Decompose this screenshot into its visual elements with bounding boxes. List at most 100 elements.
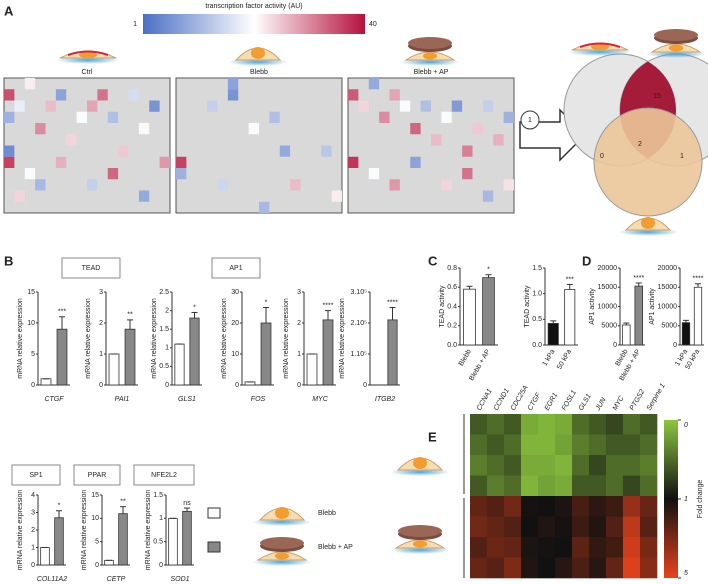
heatmap-cell [24,168,36,180]
heatmap-cell [555,557,573,579]
y-tick-label: 20000 [658,265,678,272]
heatmap-cell [482,190,494,202]
heatmap-cell [538,557,556,579]
category-label: 50 kPa [556,348,573,370]
y-tick-label: 10 [91,515,99,522]
heatmap-cell [504,516,522,538]
heatmap-cell [623,557,641,579]
y-axis-label: mRNA relative expression [81,490,88,571]
cell-ctrl [55,50,121,65]
gene-label: COL11A2 [37,576,67,583]
venn-count: 1 [680,153,684,160]
heatmap-cell [368,168,380,180]
heatmap-cell [521,475,539,497]
colorbar-tick-label: 5 [684,570,688,577]
heatmap-cell [589,434,607,456]
heatmap-cell [149,100,160,112]
significance: *** [58,309,66,316]
y-tick-label: 0.4 [447,303,457,310]
y-axis-label: mRNA relative expression [17,298,24,379]
heatmap-cell [331,190,342,202]
heatmap-cell [555,516,573,538]
bar [260,322,272,386]
heatmap-cell [66,134,77,146]
heatmap-cell [589,496,607,517]
y-axis-label: mRNA relative expression [145,490,152,571]
heatmap-cell [420,100,431,112]
y-tick-label: 0 [31,382,35,389]
heatmap-cell [389,179,400,191]
heatmap-cell [555,475,573,497]
heatmap-cell [227,89,239,101]
significance: * [487,267,490,274]
y-tick-label: 0 [159,562,163,569]
bar [124,328,136,386]
heatmap-cell [358,100,369,112]
heatmap-cell [348,89,359,101]
heatmap-cell [538,537,556,558]
heatmap-cell [487,434,505,456]
heatmap-cell [606,516,624,538]
heatmap-cell [487,557,505,579]
heatmap-cell [217,179,228,191]
category-label: 1 kPa [542,348,557,367]
heatmap-cell [470,434,488,456]
bar [104,559,114,566]
heatmap-cell [503,111,514,123]
heatmap-cell [379,111,390,123]
bar [693,286,703,346]
colorbar-min: 1 [133,21,137,28]
heatmap-cell [623,455,641,476]
colorbar-max: 40 [369,21,377,28]
y-tick-label: 10 [27,320,35,327]
y-tick-label: 2.10⁵ [350,320,367,327]
heatmap-title: Blebb + AP [414,69,449,76]
cell-blebb [617,216,679,237]
y-tick-label: 5 [95,539,99,546]
y-tick-label: 15 [91,492,99,499]
venn-count: 2 [638,141,642,148]
y-tick-label: 15 [27,289,35,296]
y-axis-label: mRNA relative expression [85,298,92,379]
group-label: AP1 [229,265,242,272]
heatmap-cell [4,111,15,123]
y-tick-label: 1 [31,544,35,551]
heatmap-cell [441,111,452,123]
y-tick-label: 0.6 [447,284,457,291]
heatmap-cell [555,496,573,517]
heatmap-cell [504,557,522,579]
heatmap-cell [470,537,488,558]
heatmap-cell [504,496,522,517]
heatmap-cell [451,100,463,112]
panel-label: E [428,429,437,444]
heatmap-cell [555,414,573,435]
heatmap-cell [176,156,187,168]
bar [118,513,128,566]
significance: * [265,299,268,306]
heatmap-cell [470,496,488,517]
legend-label: Blebb + AP [318,544,353,551]
y-tick-label: 0 [363,382,367,389]
y-tick-label: 0.5 [532,316,542,323]
y-tick-label: 0 [165,382,169,389]
y-tick-label: 20 [231,320,239,327]
panel-label: A [4,3,14,18]
heatmap-cell [462,168,473,180]
cell-blebb-ap [399,36,461,67]
venn-count: 15 [653,93,661,100]
colorbar-title: transcription factor activity (AU) [205,3,302,10]
heatmap-cell [4,156,15,168]
heatmap-cell [368,78,380,90]
significance: ** [127,312,133,319]
bar [174,343,185,386]
step-number: 1 [528,117,532,124]
y-tick-label: 1.10⁵ [350,351,367,358]
y-tick-label: 10000 [658,303,678,310]
cell-ctrl [567,42,633,57]
heatmap-cell [589,475,607,497]
heatmap-cell [623,475,641,497]
heatmap-cell [572,496,590,517]
y-tick-label: 3 [297,289,301,296]
